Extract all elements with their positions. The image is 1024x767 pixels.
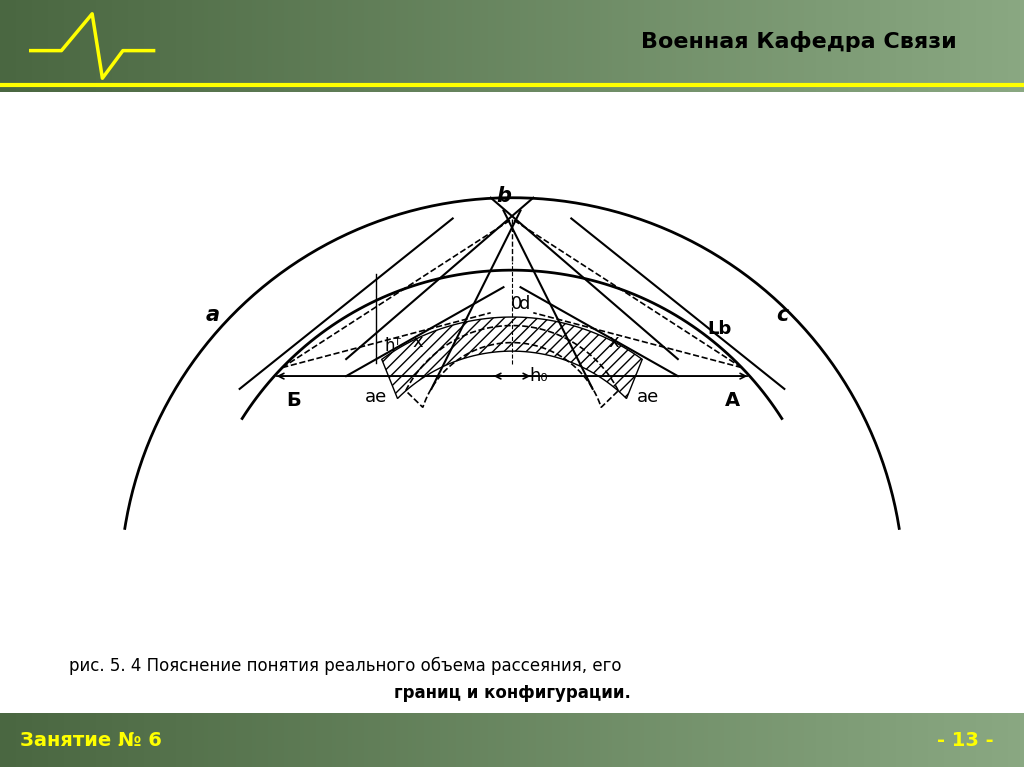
- Text: d: d: [519, 295, 530, 312]
- Text: hᵀ: hᵀ: [385, 337, 401, 354]
- Text: 0: 0: [511, 295, 522, 312]
- Text: ae: ae: [365, 387, 387, 406]
- Text: рис. 5. 4 Пояснение понятия реального объема рассеяния, его: рис. 5. 4 Пояснение понятия реального об…: [70, 657, 622, 675]
- Text: b: b: [496, 186, 511, 206]
- Text: ae: ae: [637, 387, 659, 406]
- Text: A: A: [725, 391, 739, 410]
- Text: - 13 -: - 13 -: [937, 731, 993, 749]
- Text: a: a: [205, 305, 219, 325]
- Text: Военная Кафедра Связи: Военная Кафедра Связи: [641, 31, 956, 52]
- Text: c: c: [776, 305, 788, 325]
- Text: x: x: [609, 333, 620, 351]
- Text: Занятие № 6: Занятие № 6: [20, 731, 163, 749]
- Text: x: x: [413, 333, 424, 351]
- Text: Б: Б: [287, 391, 301, 410]
- Text: границ и конфигурации.: границ и конфигурации.: [393, 684, 631, 703]
- Text: Lb: Lb: [708, 320, 732, 337]
- Text: h₀: h₀: [529, 367, 548, 385]
